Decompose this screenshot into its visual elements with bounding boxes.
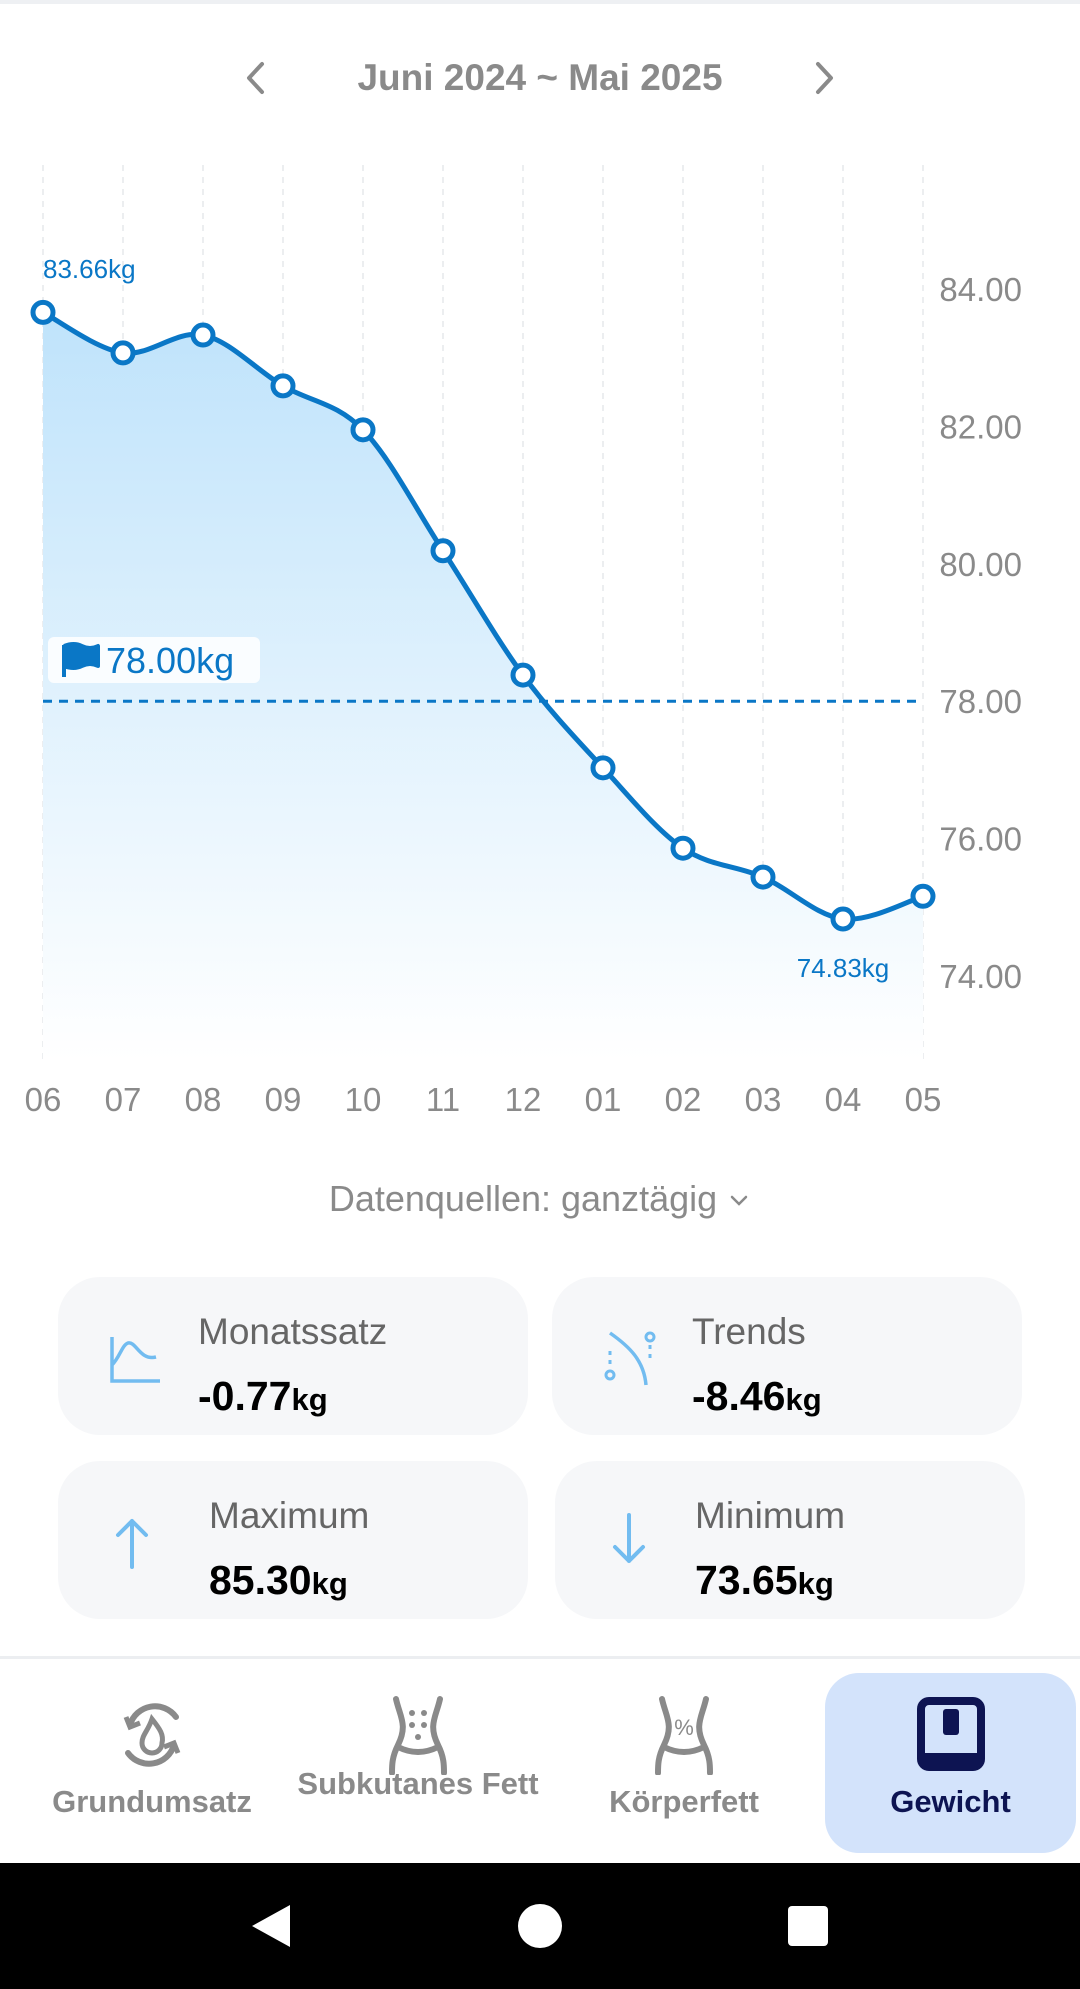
x-tick-label: 02 xyxy=(665,1081,702,1118)
weight-chart[interactable]: 84.00 82.00 80.00 78.00 76.00 74.00 06 07 08 09 1… xyxy=(0,140,1080,1120)
metabolism-icon xyxy=(123,1703,181,1767)
stat-card-minimum: Minimum 73.65kg xyxy=(555,1461,1025,1619)
chevron-down-icon xyxy=(730,1196,748,1207)
x-tick-label: 08 xyxy=(185,1081,222,1118)
data-point xyxy=(510,662,536,688)
nav-tab-koerperfett[interactable]: % Körperfett xyxy=(558,1673,810,1853)
stat-card-trends: Trends -8.46kg xyxy=(552,1277,1022,1435)
y-tick-label: 78.00 xyxy=(939,683,1022,720)
y-tick-label: 82.00 xyxy=(939,408,1022,445)
data-point xyxy=(30,299,56,325)
y-tick-label: 76.00 xyxy=(939,821,1022,858)
x-tick-label: 05 xyxy=(905,1081,942,1118)
nav-tab-subkutanes-fett[interactable]: Subkutanes Fett xyxy=(292,1673,544,1853)
stat-value: 73.65kg xyxy=(695,1557,834,1603)
data-point xyxy=(830,906,856,932)
arrow-up-icon xyxy=(116,1519,148,1569)
trend-path-icon xyxy=(604,1331,656,1386)
top-divider xyxy=(0,0,1080,4)
data-source-label: Datenquellen: ganztägig xyxy=(328,1178,718,1219)
chevron-left-icon[interactable] xyxy=(232,54,280,102)
nav-label: Grundumsatz xyxy=(52,1784,252,1819)
stat-label: Minimum xyxy=(695,1495,846,1536)
svg-text:%: % xyxy=(674,1715,694,1740)
y-tick-label: 84.00 xyxy=(939,271,1022,308)
home-icon[interactable] xyxy=(517,1903,563,1949)
x-tick-label: 04 xyxy=(825,1081,862,1118)
y-tick-label: 80.00 xyxy=(939,546,1022,583)
recents-icon[interactable] xyxy=(787,1905,829,1947)
body-fat-percent-icon: % xyxy=(655,1696,713,1775)
nav-tab-gewicht[interactable]: Gewicht xyxy=(825,1673,1076,1853)
x-tick-label: 06 xyxy=(25,1081,62,1118)
scale-icon xyxy=(917,1697,985,1771)
stat-label: Monatssatz xyxy=(198,1311,388,1352)
body-waist-dots-icon xyxy=(389,1696,447,1775)
nav-tab-grundumsatz[interactable]: Grundumsatz xyxy=(26,1673,278,1853)
back-icon[interactable] xyxy=(248,1903,294,1949)
chevron-right-icon[interactable] xyxy=(800,54,848,102)
date-range-header: Juni 2024 ~ Mai 2025 xyxy=(0,40,1080,116)
data-point xyxy=(590,755,616,781)
x-tick-label: 09 xyxy=(265,1081,302,1118)
bottom-navigation: Grundumsatz Subkutanes Fett % Körperfett… xyxy=(0,1656,1080,1863)
data-point xyxy=(270,373,296,399)
nav-label: Subkutanes Fett xyxy=(297,1766,539,1801)
goal-label: 78.00kg xyxy=(48,637,260,683)
min-point-label: 74.83kg xyxy=(797,953,890,983)
y-tick-label: 74.00 xyxy=(939,958,1022,995)
x-tick-label: 07 xyxy=(105,1081,142,1118)
arrow-down-icon xyxy=(613,1513,645,1563)
goal-value: 78.00kg xyxy=(106,640,234,681)
data-point xyxy=(910,883,936,909)
area-fill xyxy=(43,312,923,1060)
stat-label: Maximum xyxy=(209,1495,370,1536)
stat-value: -0.77kg xyxy=(198,1373,328,1419)
stat-value: -8.46kg xyxy=(692,1373,822,1419)
area-chart-icon xyxy=(110,1337,160,1383)
data-point xyxy=(750,864,776,890)
stat-label: Trends xyxy=(692,1311,806,1352)
x-tick-label: 12 xyxy=(505,1081,542,1118)
date-range-title: Juni 2024 ~ Mai 2025 xyxy=(357,57,723,98)
x-tick-label: 11 xyxy=(426,1081,460,1118)
flag-icon xyxy=(62,642,100,677)
nav-label: Gewicht xyxy=(890,1784,1011,1819)
data-point xyxy=(430,538,456,564)
data-point xyxy=(670,835,696,861)
nav-label: Körperfett xyxy=(609,1784,759,1819)
data-source-dropdown[interactable]: Datenquellen: ganztägig xyxy=(0,1178,1080,1220)
stat-card-maximum: Maximum 85.30kg xyxy=(58,1461,528,1619)
system-navigation-bar xyxy=(0,1863,1080,1989)
stat-card-monthly-rate: Monatssatz -0.77kg xyxy=(58,1277,528,1435)
data-point xyxy=(350,417,376,443)
data-point xyxy=(110,340,136,366)
stat-value: 85.30kg xyxy=(209,1557,348,1603)
max-point-label: 83.66kg xyxy=(43,254,136,284)
data-point xyxy=(190,322,216,348)
x-tick-label: 01 xyxy=(585,1081,622,1118)
x-tick-label: 03 xyxy=(745,1081,782,1118)
x-tick-label: 10 xyxy=(345,1081,382,1118)
